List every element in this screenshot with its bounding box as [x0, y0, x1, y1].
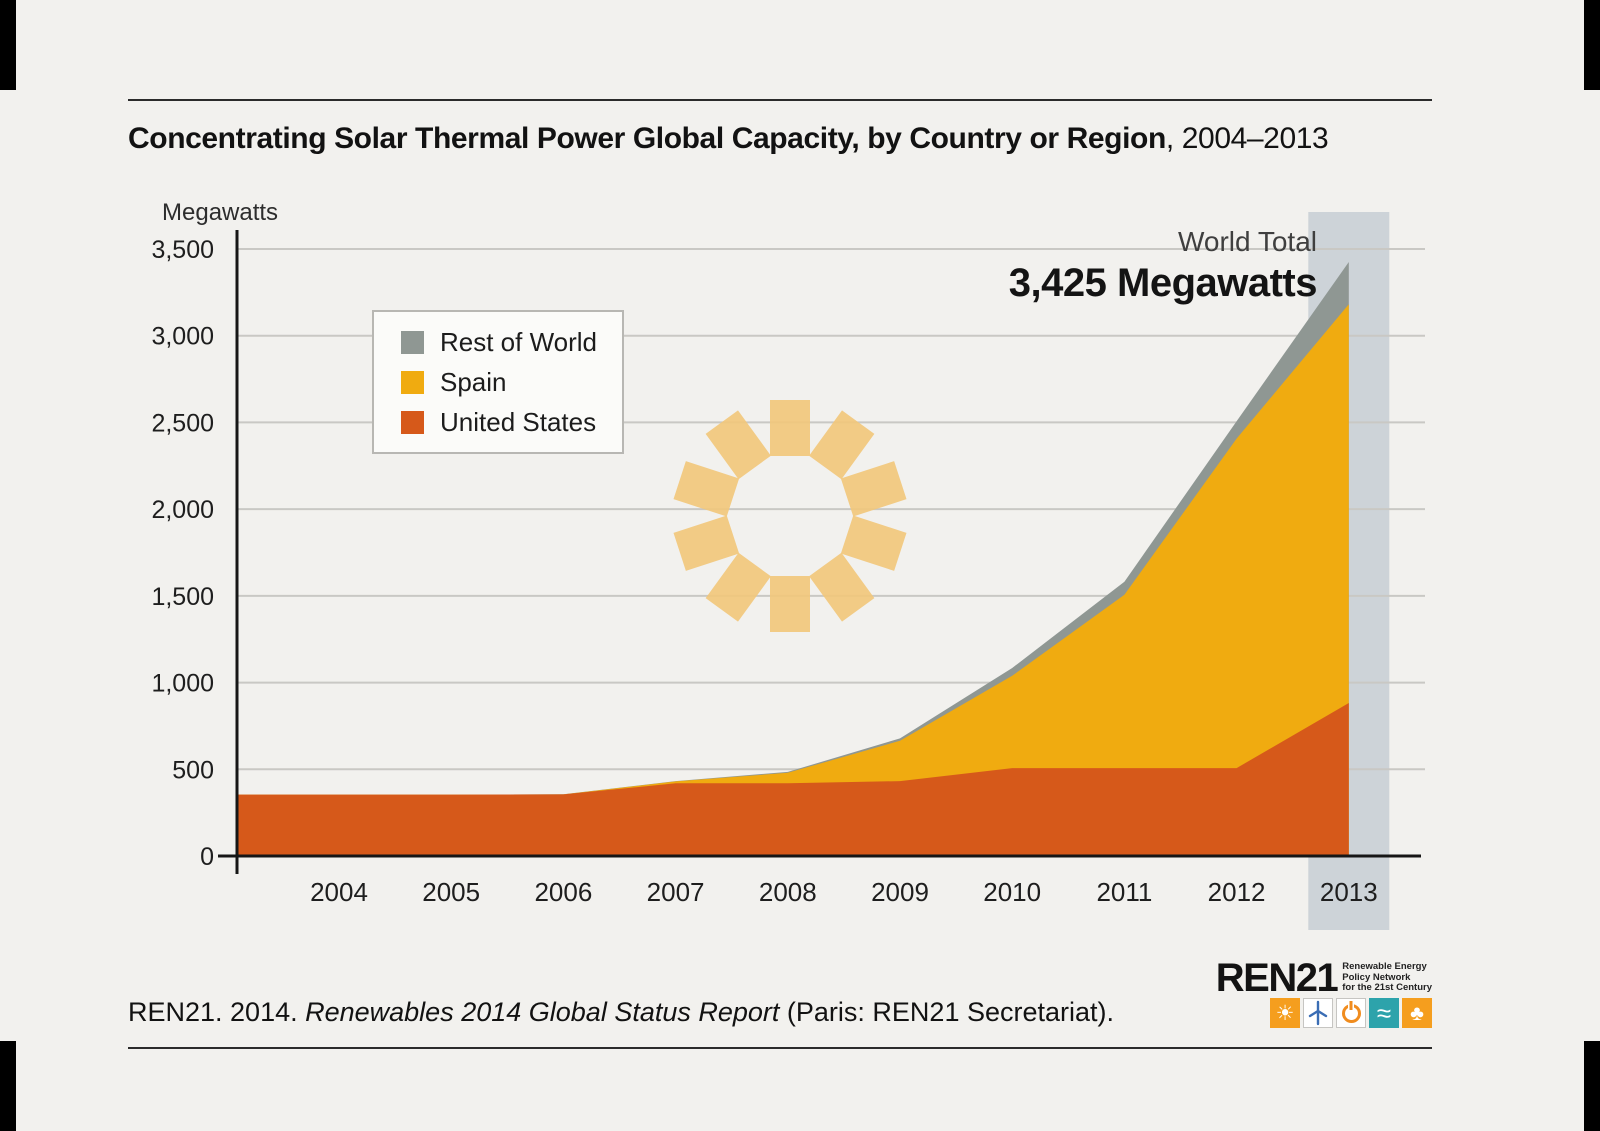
wind-turbine-icon: [1303, 998, 1333, 1028]
x-tick-label-2007: 2007: [647, 877, 705, 907]
x-tick-label-2006: 2006: [534, 877, 592, 907]
legend: Rest of World Spain United States: [372, 310, 624, 454]
legend-label: United States: [440, 406, 597, 437]
x-tick-label-2012: 2012: [1208, 877, 1266, 907]
source-report-title: Renewables 2014 Global Status Report: [305, 997, 780, 1027]
legend-label: Rest of World: [440, 326, 598, 357]
water-waves-icon: ≈: [1369, 998, 1399, 1028]
legend-swatch: [401, 330, 424, 354]
x-tick-label-2009: 2009: [871, 877, 929, 907]
legend-item-rest-of-world: Rest of World: [401, 322, 612, 362]
page-corner-artifact: [0, 0, 16, 90]
y-tick-label: 500: [172, 756, 214, 784]
legend-item-spain: Spain: [401, 362, 612, 402]
y-tick-label: 3,500: [151, 236, 214, 264]
source-prefix: REN21. 2014.: [128, 997, 306, 1027]
ren21-logo-row: REN21 Renewable Energy Policy Network fo…: [1215, 956, 1432, 1000]
source-citation: REN21. 2014. Renewables 2014 Global Stat…: [128, 997, 1114, 1028]
y-tick-label: 2,500: [151, 409, 214, 437]
x-tick-label-2010: 2010: [983, 877, 1041, 907]
page-corner-artifact: [1584, 0, 1600, 90]
x-tick-label-2008: 2008: [759, 877, 817, 907]
x-tick-label-2013: 2013: [1320, 877, 1378, 907]
biomass-leaf-icon: ♣: [1402, 998, 1432, 1028]
area-spain: [237, 304, 1349, 856]
y-tick-label: 1,000: [151, 670, 214, 698]
legend-swatch: [401, 410, 424, 434]
chart-title-years: , 2004–2013: [1165, 122, 1329, 155]
x-tick-label-2011: 2011: [1096, 877, 1152, 907]
area-united-states: [237, 703, 1349, 856]
legend-label: Spain: [440, 366, 507, 397]
y-tick-label: 3,000: [151, 323, 214, 351]
y-tick-label: 1,500: [151, 583, 214, 611]
ren21-logo-tagline: Renewable Energy Policy Network for the …: [1342, 961, 1432, 994]
y-tick-label: 0: [200, 843, 214, 871]
page-corner-artifact: [0, 1041, 16, 1131]
sun-icon: ☀: [1270, 998, 1300, 1028]
sun-watermark-icon: [673, 400, 907, 632]
world-total-label: World Total: [1177, 226, 1317, 257]
y-tick-label: 2,000: [151, 496, 214, 524]
world-total-value: 3,425 Megawatts: [1008, 261, 1318, 305]
chart-title-main: Concentrating Solar Thermal Power Global…: [128, 122, 1166, 155]
ren21-logo: REN21 Renewable Energy Policy Network fo…: [1215, 956, 1432, 1028]
world-total-annotation: World Total 3,425 Megawatts: [1008, 226, 1318, 306]
legend-swatch: [401, 370, 424, 394]
power-icon: [1336, 998, 1366, 1028]
ren21-logo-icons: ☀ ≈ ♣: [1216, 998, 1432, 1028]
x-tick-label-2005: 2005: [422, 877, 480, 907]
legend-item-united-states: United States: [401, 402, 612, 442]
top-rule: [128, 99, 1432, 101]
source-suffix: (Paris: REN21 Secretariat).: [779, 997, 1115, 1027]
x-tick-label-2004: 2004: [310, 877, 368, 907]
chart-title: Concentrating Solar Thermal Power Global…: [128, 122, 1329, 156]
ren21-logo-wordmark: REN21: [1215, 956, 1339, 1000]
page-corner-artifact: [1584, 1041, 1600, 1131]
y-axis-label: Megawatts: [162, 199, 279, 226]
bottom-rule: [128, 1047, 1432, 1049]
